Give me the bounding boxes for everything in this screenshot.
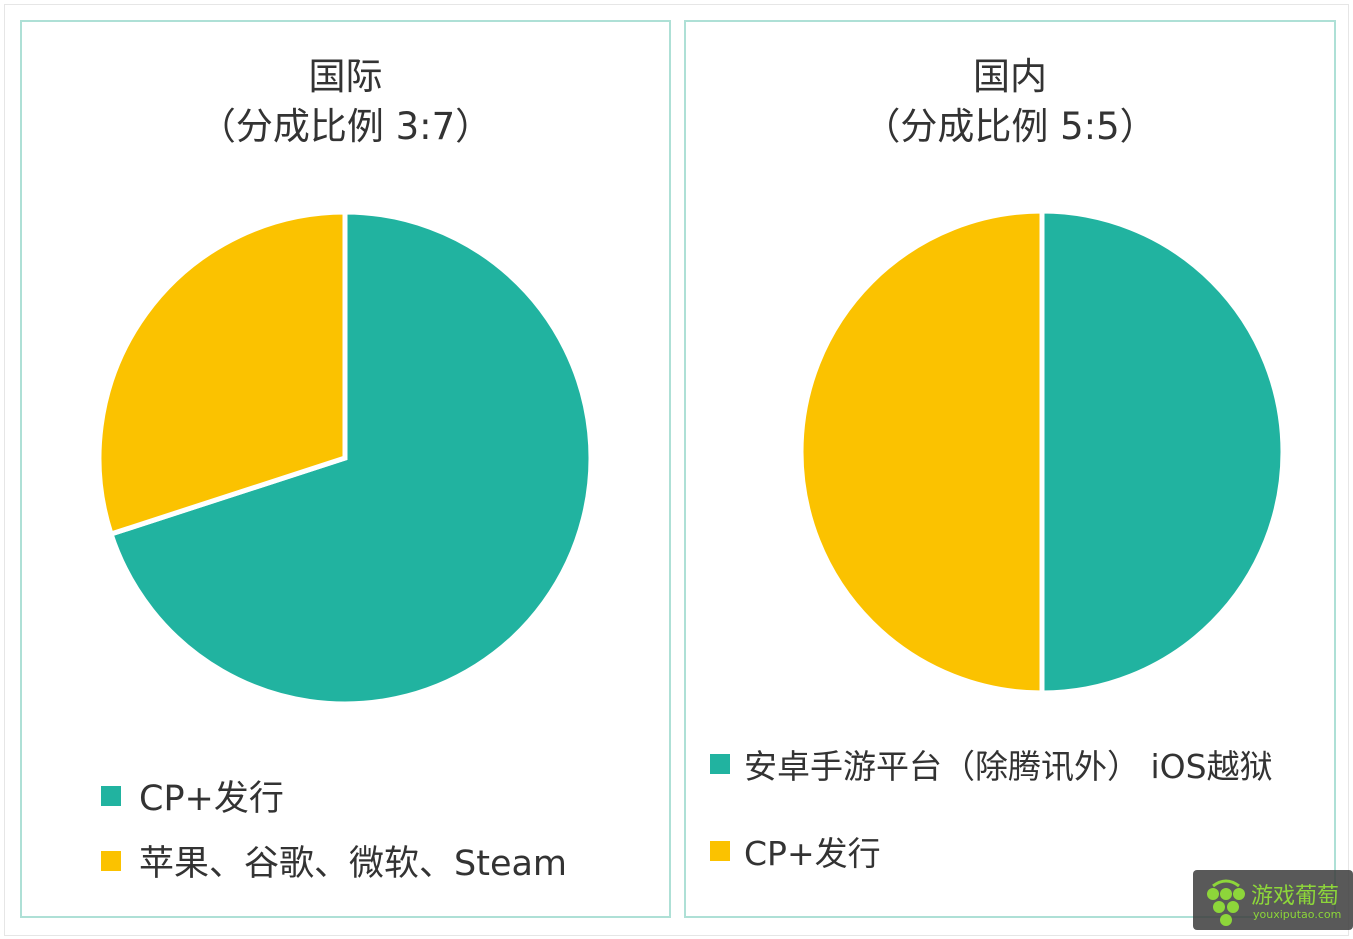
- pie-slice: [107, 209, 594, 707]
- pie-slice: [1039, 208, 1286, 696]
- chart-title: 国内: [973, 55, 1047, 98]
- chart-subtitle: （分成比例 5:5）: [863, 105, 1157, 148]
- pie-slice: [798, 208, 1045, 696]
- legend-label: CP+发行: [744, 834, 881, 873]
- grape-logo-icon: [1207, 879, 1245, 926]
- legend-label: 安卓手游平台（除腾讯外） iOS越狱: [744, 747, 1273, 786]
- legend-swatch: [101, 850, 121, 871]
- legend-item: 苹果、谷歌、微软、Steam: [101, 835, 567, 886]
- chart-title: 国际: [308, 55, 383, 98]
- watermark-cn: 游戏葡萄: [1251, 884, 1340, 909]
- legend-swatch: [710, 841, 730, 861]
- legend-item: CP+发行: [710, 827, 881, 875]
- chart-panel-domestic: 国内 （分成比例 5:5） 安卓手游平台（除腾讯外） iOS越狱 CP+发行: [684, 20, 1336, 918]
- legend-swatch: [710, 754, 730, 774]
- watermark-en: youxiputao.com: [1253, 908, 1342, 921]
- legend-item: 安卓手游平台（除腾讯外） iOS越狱: [710, 740, 1273, 788]
- image-frame: [4, 4, 1349, 936]
- legend-item: CP+发行: [101, 770, 284, 821]
- legend-swatch: [101, 785, 121, 806]
- legend-label: 苹果、谷歌、微软、Steam: [139, 844, 568, 884]
- legend-label: CP+发行: [139, 779, 284, 819]
- chart-subtitle: （分成比例 3:7）: [198, 105, 493, 148]
- pie-slice: [96, 209, 348, 538]
- chart-panel-international: 国际 （分成比例 3:7） CP+发行 苹果、谷歌、微软、Steam: [20, 20, 671, 918]
- watermark: 游戏葡萄 youxiputao.com: [1193, 870, 1353, 930]
